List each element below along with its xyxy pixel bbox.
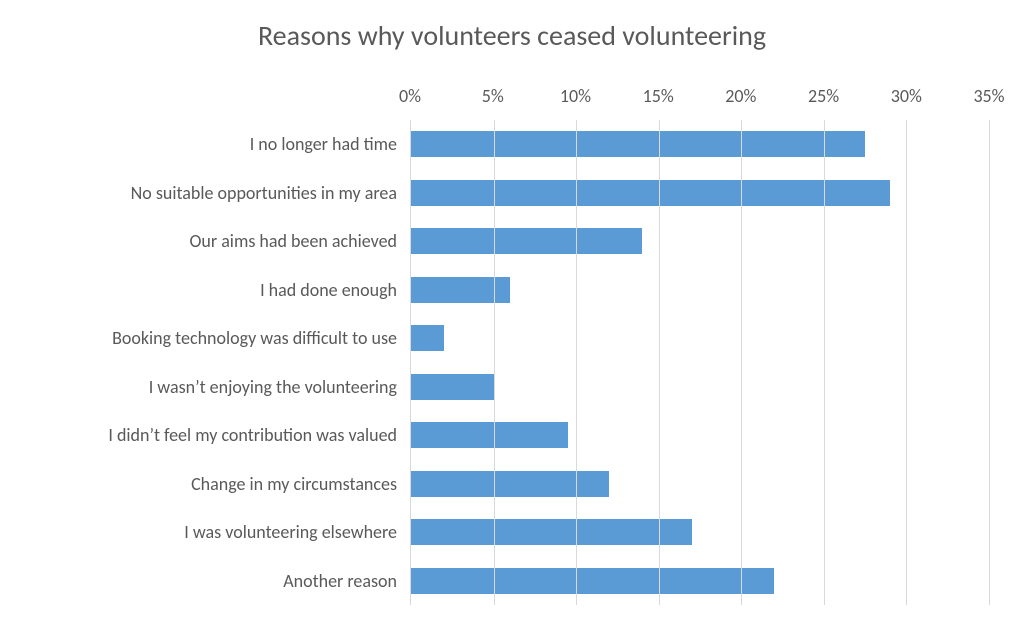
x-tick-label: 30% [891,85,922,107]
bar-row [411,266,989,315]
bar [411,422,568,448]
x-axis: 0%5%10%15%20%25%30%35% [410,85,989,119]
x-tick-label: 25% [808,85,839,107]
x-tick-label: 0% [399,85,421,107]
bar-row [411,460,989,509]
bar [411,131,865,157]
category-label: I didn’t feel my contribution was valued [0,411,405,460]
category-labels: I no longer had timeNo suitable opportun… [0,120,405,605]
gridline [659,120,660,605]
x-tick-label: 5% [482,85,504,107]
bar [411,471,609,497]
bars-layer [411,120,989,605]
gridline [906,120,907,605]
bar-row [411,217,989,266]
chart-title: Reasons why volunteers ceased volunteeri… [0,0,1024,63]
bar-row [411,508,989,557]
plot-area [410,120,989,605]
bar-row [411,363,989,412]
bar-row [411,169,989,218]
gridline [989,120,990,605]
category-label: I had done enough [0,266,405,315]
x-tick-label: 15% [643,85,674,107]
bar [411,568,774,594]
category-label: Our aims had been achieved [0,217,405,266]
bar [411,277,510,303]
bar [411,374,494,400]
x-tick-label: 20% [725,85,756,107]
category-label: I wasn’t enjoying the volunteering [0,363,405,412]
category-label: Another reason [0,557,405,606]
bar [411,180,890,206]
gridline [741,120,742,605]
chart-container: Reasons why volunteers ceased volunteeri… [0,0,1024,635]
gridline [494,120,495,605]
gridline [824,120,825,605]
bar-row [411,314,989,363]
x-tick-label: 10% [560,85,591,107]
x-tick-label: 35% [973,85,1004,107]
bar [411,228,642,254]
bar [411,519,692,545]
bar-row [411,411,989,460]
bar-row [411,120,989,169]
bar-row [411,557,989,606]
category-label: I was volunteering elsewhere [0,508,405,557]
category-label: I no longer had time [0,120,405,169]
category-label: Change in my circumstances [0,460,405,509]
category-label: Booking technology was difficult to use [0,314,405,363]
gridline [576,120,577,605]
bar [411,325,444,351]
category-label: No suitable opportunities in my area [0,169,405,218]
